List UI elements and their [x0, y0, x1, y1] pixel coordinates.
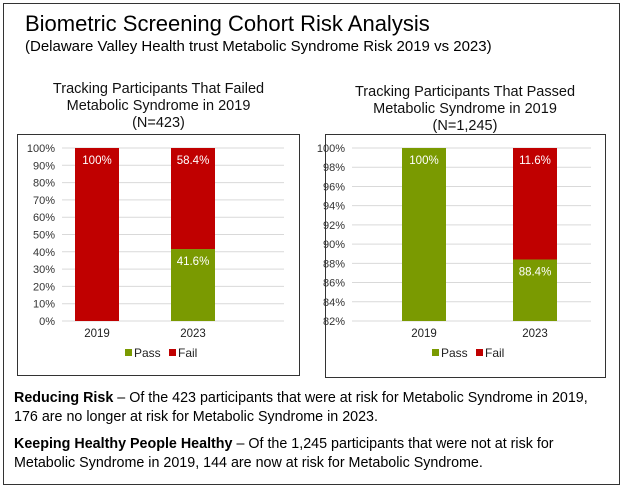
paragraph-heading: Reducing Risk	[14, 390, 114, 406]
y-tick-label: 84%	[323, 297, 345, 309]
y-tick-label: 90%	[323, 239, 345, 251]
data-label: 41.6%	[177, 256, 210, 268]
legend-label: Fail	[485, 346, 504, 360]
bar-pass	[513, 259, 557, 321]
bar-fail	[171, 148, 215, 250]
y-tick-label: 94%	[323, 201, 345, 213]
chart-2-title-line: Metabolic Syndrome in 2019	[373, 101, 557, 117]
y-tick-label: 86%	[323, 278, 345, 290]
bar-pass	[171, 249, 215, 321]
y-tick-label: 100%	[317, 143, 345, 155]
y-tick-label: 100%	[27, 143, 55, 155]
y-tick-label: 98%	[323, 162, 345, 174]
legend-label: Pass	[134, 346, 161, 360]
chart-1-title: Tracking Participants That Failed Metabo…	[17, 81, 300, 132]
report-frame	[3, 3, 620, 485]
x-tick-label: 2019	[84, 328, 110, 340]
y-tick-label: 60%	[33, 212, 55, 224]
chart-2-box	[325, 134, 606, 378]
chart-2-title-line: Tracking Participants That Passed	[354, 84, 576, 100]
data-label: 88.4%	[519, 266, 552, 278]
data-label: 58.4%	[177, 155, 210, 167]
legend-swatch-fail	[476, 349, 483, 356]
data-label: 11.6%	[519, 155, 551, 167]
x-tick-label: 2023	[180, 328, 206, 340]
bar-fail	[75, 148, 119, 321]
y-tick-label: 88%	[323, 258, 345, 270]
y-tick-label: 70%	[33, 195, 55, 207]
x-tick-label: 2023	[522, 328, 548, 340]
paragraph-text: – Of the 1,245 participants that were no…	[14, 436, 554, 471]
chart-1-box	[17, 134, 300, 376]
y-tick-label: 40%	[33, 247, 55, 259]
chart-1-title-line: Metabolic Syndrome in 2019	[66, 98, 251, 114]
page-title: Biometric Screening Cohort Risk Analysis	[25, 11, 430, 36]
y-tick-label: 96%	[323, 181, 345, 193]
y-tick-label: 30%	[33, 264, 55, 276]
page-subtitle: (Delaware Valley Health trust Metabolic …	[25, 38, 492, 55]
y-tick-label: 80%	[33, 178, 55, 190]
chart-1-title-line: Tracking Participants That Failed	[52, 81, 265, 97]
chart-2-title: Tracking Participants That Passed Metabo…	[325, 84, 605, 135]
y-tick-label: 50%	[33, 230, 55, 242]
data-label: 100%	[409, 155, 438, 167]
y-tick-label: 82%	[323, 316, 345, 328]
data-label: 100%	[82, 155, 111, 167]
legend-swatch-pass	[125, 349, 132, 356]
y-tick-label: 90%	[33, 160, 55, 172]
legend-swatch-fail	[169, 349, 176, 356]
paragraph-text: – Of the 423 participants that were at r…	[14, 390, 588, 425]
legend-label: Pass	[441, 346, 468, 360]
reducing-risk-paragraph: Reducing Risk – Of the 423 participants …	[14, 389, 614, 427]
y-tick-label: 0%	[39, 316, 55, 328]
bar-fail	[513, 148, 557, 260]
legend-swatch-pass	[432, 349, 439, 356]
chart-2-title-line: (N=1,245)	[432, 118, 498, 134]
bar-pass	[402, 148, 446, 321]
y-tick-label: 20%	[33, 281, 55, 293]
x-tick-label: 2019	[411, 328, 437, 340]
paragraph-heading: Keeping Healthy People Healthy	[14, 436, 233, 452]
y-tick-label: 10%	[33, 299, 55, 311]
legend-label: Fail	[178, 346, 197, 360]
y-tick-label: 92%	[323, 220, 345, 232]
chart-1-title-line: (N=423)	[132, 115, 185, 131]
healthy-paragraph: Keeping Healthy People Healthy – Of the …	[14, 435, 614, 473]
